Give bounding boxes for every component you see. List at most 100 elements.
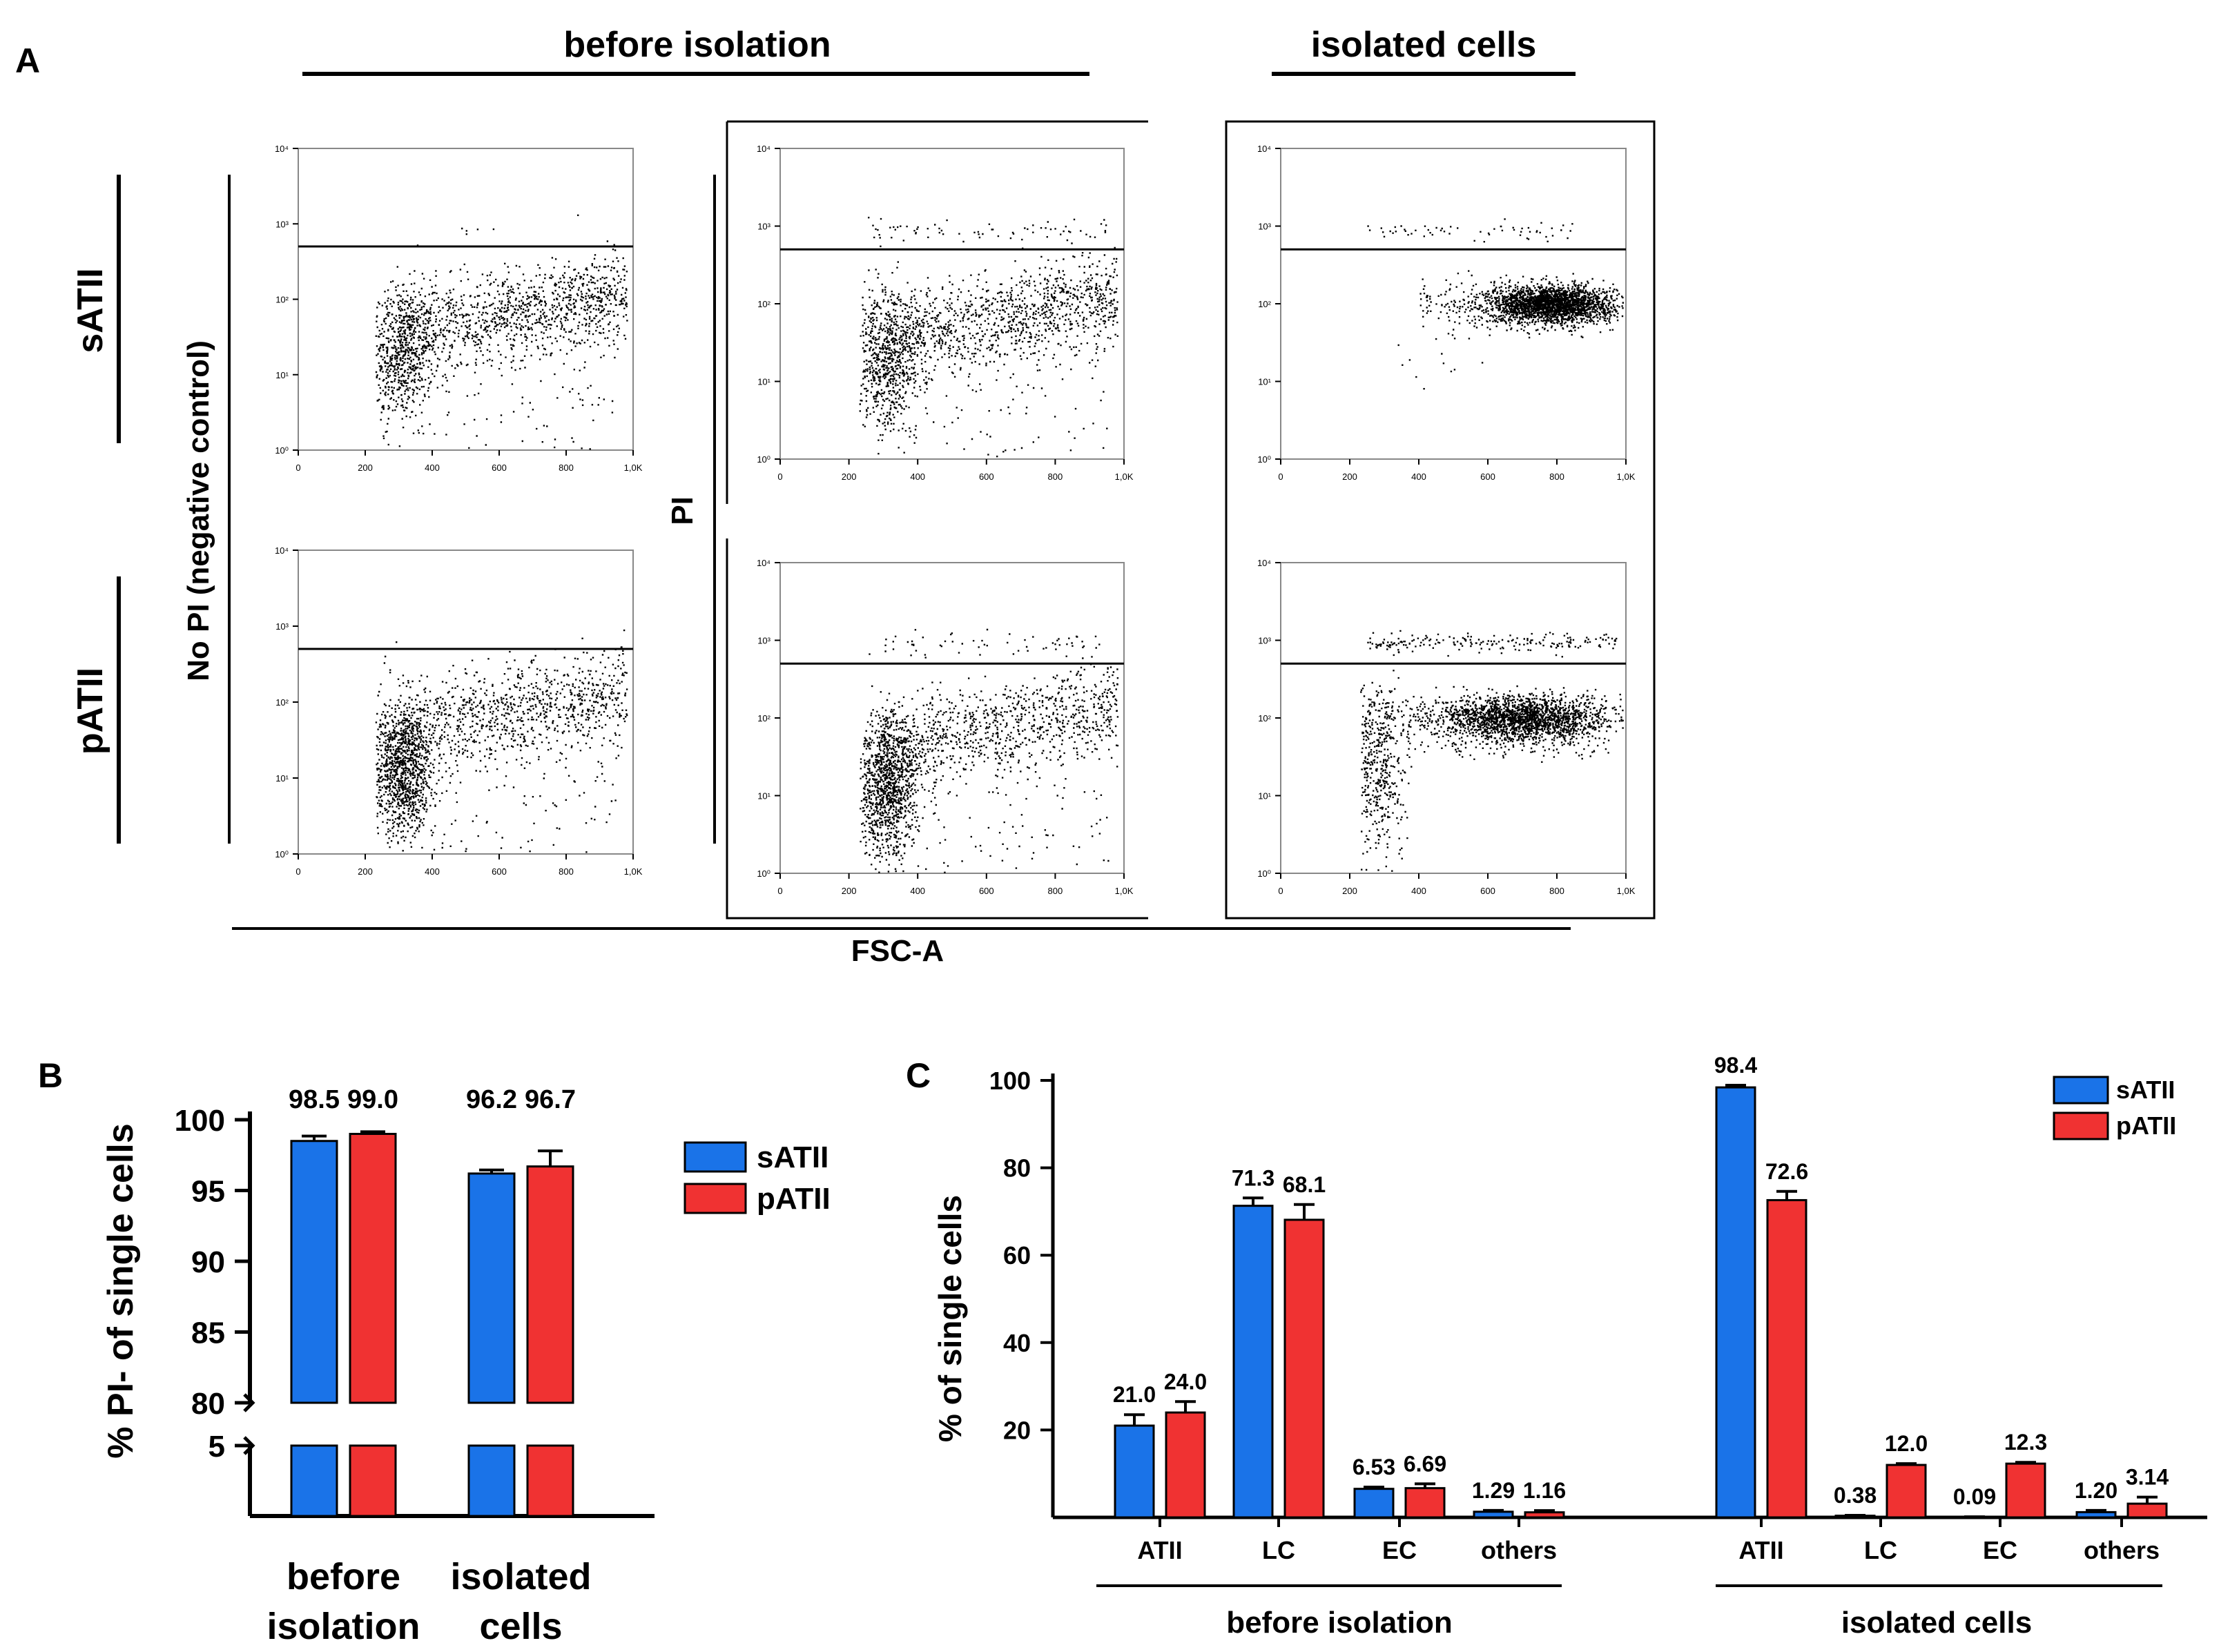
flow-plot-frame [779, 562, 1125, 874]
legend-swatch-pATII [684, 1183, 747, 1214]
x-tick-label: 200 [1342, 472, 1357, 482]
bar-value-label: 24.0 [1164, 1369, 1207, 1394]
y-tick-label: 5 [209, 1430, 225, 1464]
y-tick-label: 100 [175, 1104, 225, 1138]
bar-break-gap [525, 1404, 575, 1444]
bar-pATII-EC [1404, 1487, 1446, 1519]
x-tick-label: 600 [492, 866, 507, 877]
row-label-sATII: sATII [70, 268, 110, 353]
y-axis-title: % of single cells [932, 1195, 968, 1442]
y-tick-label: 10⁴ [757, 558, 770, 568]
bar-pATII-EC [2005, 1462, 2046, 1519]
bar-value-label: 96.2 [466, 1085, 517, 1114]
x-tick-label: 200 [842, 886, 857, 896]
x-tick-label: 200 [842, 472, 857, 482]
col-header-isolated: isolated cells [1311, 25, 1537, 65]
legend-swatch-sATII [2053, 1076, 2109, 1105]
pi-before-frame [726, 120, 1148, 920]
group-label: isolated cells [1841, 1606, 2032, 1640]
group-label: before isolation [1226, 1606, 1453, 1640]
bar-sATII-lower [467, 1444, 516, 1517]
y-tick-label: 10⁴ [275, 144, 289, 154]
bar-pATII-lower [526, 1444, 574, 1517]
flow-events [859, 217, 1118, 458]
y-tick-label: 95 [191, 1175, 225, 1209]
y-tick-label: 10⁰ [757, 868, 770, 879]
x-tick-label: 0 [777, 472, 782, 482]
flow-plot-pi-before-sATII: 0 200 400 600 800 1,0K 10⁰ 10¹ 10² 10³ 10⁴ [757, 144, 1134, 482]
bar-value-label: 0.38 [1834, 1483, 1877, 1508]
y-tick-label: 80 [1003, 1154, 1031, 1183]
y-tick-label: 10⁴ [275, 545, 289, 556]
y-tick-label: 10³ [757, 222, 770, 232]
x-tick-label: 0 [777, 886, 782, 896]
bar-sATII-lower [290, 1444, 338, 1517]
x-tick-label: 800 [559, 866, 574, 877]
bar-value-label: 99.0 [347, 1085, 398, 1114]
x-tick-label: 1,0K [1115, 886, 1134, 896]
x-tick-label: 400 [910, 886, 925, 896]
bar-sATII-upper [290, 1140, 338, 1404]
x-tick-label: 800 [1048, 472, 1063, 482]
legend-label: pATII [2116, 1111, 2176, 1140]
flow-plot-nopi-sATII: 0 200 400 600 800 1,0K 10⁰ 10¹ 10² 10³ 10⁴ [275, 144, 643, 473]
bar-value-label: 68.1 [1283, 1172, 1326, 1197]
bar-value-label: 0.09 [1953, 1484, 1996, 1509]
y-axis-break-mark [243, 1436, 255, 1455]
y-tick-label: 10⁴ [1257, 558, 1271, 568]
bar-pATII-ATII [1165, 1411, 1206, 1519]
y-tick-label: 10¹ [275, 370, 289, 380]
legend-label: sATII [2116, 1076, 2175, 1104]
panel-c-label: C [906, 1056, 931, 1095]
bar-value-label: 3.14 [2126, 1465, 2169, 1490]
flow-events [375, 629, 628, 853]
legend-label: pATII [757, 1182, 831, 1216]
panel-b-label: B [38, 1056, 63, 1095]
side-label-no-pi: No PI (negative control) [182, 340, 215, 681]
bar-sATII-LC [1232, 1205, 1274, 1519]
bar-pATII-ATII [1766, 1198, 1807, 1519]
bar-value-label: 1.29 [1472, 1478, 1515, 1503]
bar-pATII-LC [1886, 1464, 1927, 1519]
y-tick-label: 10¹ [1258, 377, 1271, 387]
panel-a-label: A [15, 41, 40, 80]
y-tick-label: 10¹ [757, 791, 770, 801]
x-tick-label: 800 [1048, 886, 1063, 896]
category-label: others [2084, 1536, 2160, 1564]
category-label: others [1481, 1536, 1557, 1564]
bar-sATII-ATII [1114, 1424, 1155, 1519]
bar-value-label: 96.7 [525, 1085, 576, 1114]
x-axis-label-fsc: FSC-A [851, 934, 944, 968]
bar-break-gap [467, 1404, 516, 1444]
x-tick-label: 0 [295, 866, 300, 877]
y-tick-label: 10⁰ [275, 445, 289, 456]
x-tick-label: 800 [559, 463, 574, 473]
group-label: isolation [266, 1606, 420, 1647]
side-label-pi: PI [666, 496, 699, 525]
y-tick-label: 80 [191, 1387, 225, 1421]
bar-sATII-others [1473, 1510, 1514, 1519]
x-tick-label: 600 [1480, 886, 1495, 896]
panel-c-chart: 100 80 60 40 20 % of single cells 21.0 71.3 6.53… [932, 1053, 2207, 1640]
y-tick-label: 10¹ [757, 377, 770, 387]
category-label: ATII [1137, 1536, 1182, 1564]
bar-sATII-ATII [1715, 1086, 1756, 1519]
y-tick-label: 10⁴ [757, 144, 770, 154]
x-tick-label: 800 [1549, 886, 1564, 896]
x-tick-label: 0 [295, 463, 300, 473]
y-tick-label: 10³ [1258, 222, 1271, 232]
group-label: before [287, 1556, 400, 1597]
x-tick-label: 200 [358, 866, 373, 877]
bar-break-gap [289, 1404, 339, 1444]
y-tick-label: 10² [757, 299, 770, 309]
bar-pATII-others [2126, 1502, 2168, 1519]
bar-value-label: 6.69 [1404, 1451, 1446, 1476]
y-tick-label: 10⁰ [1257, 868, 1271, 879]
row-label-pATII: pATII [70, 668, 110, 755]
bar-value-label: 71.3 [1232, 1165, 1274, 1190]
bar-value-label: 98.5 [289, 1085, 340, 1114]
x-tick-label: 400 [425, 463, 440, 473]
x-tick-label: 400 [425, 866, 440, 877]
bar-pATII-upper [526, 1165, 574, 1404]
bar-sATII-others [2075, 1510, 2117, 1519]
